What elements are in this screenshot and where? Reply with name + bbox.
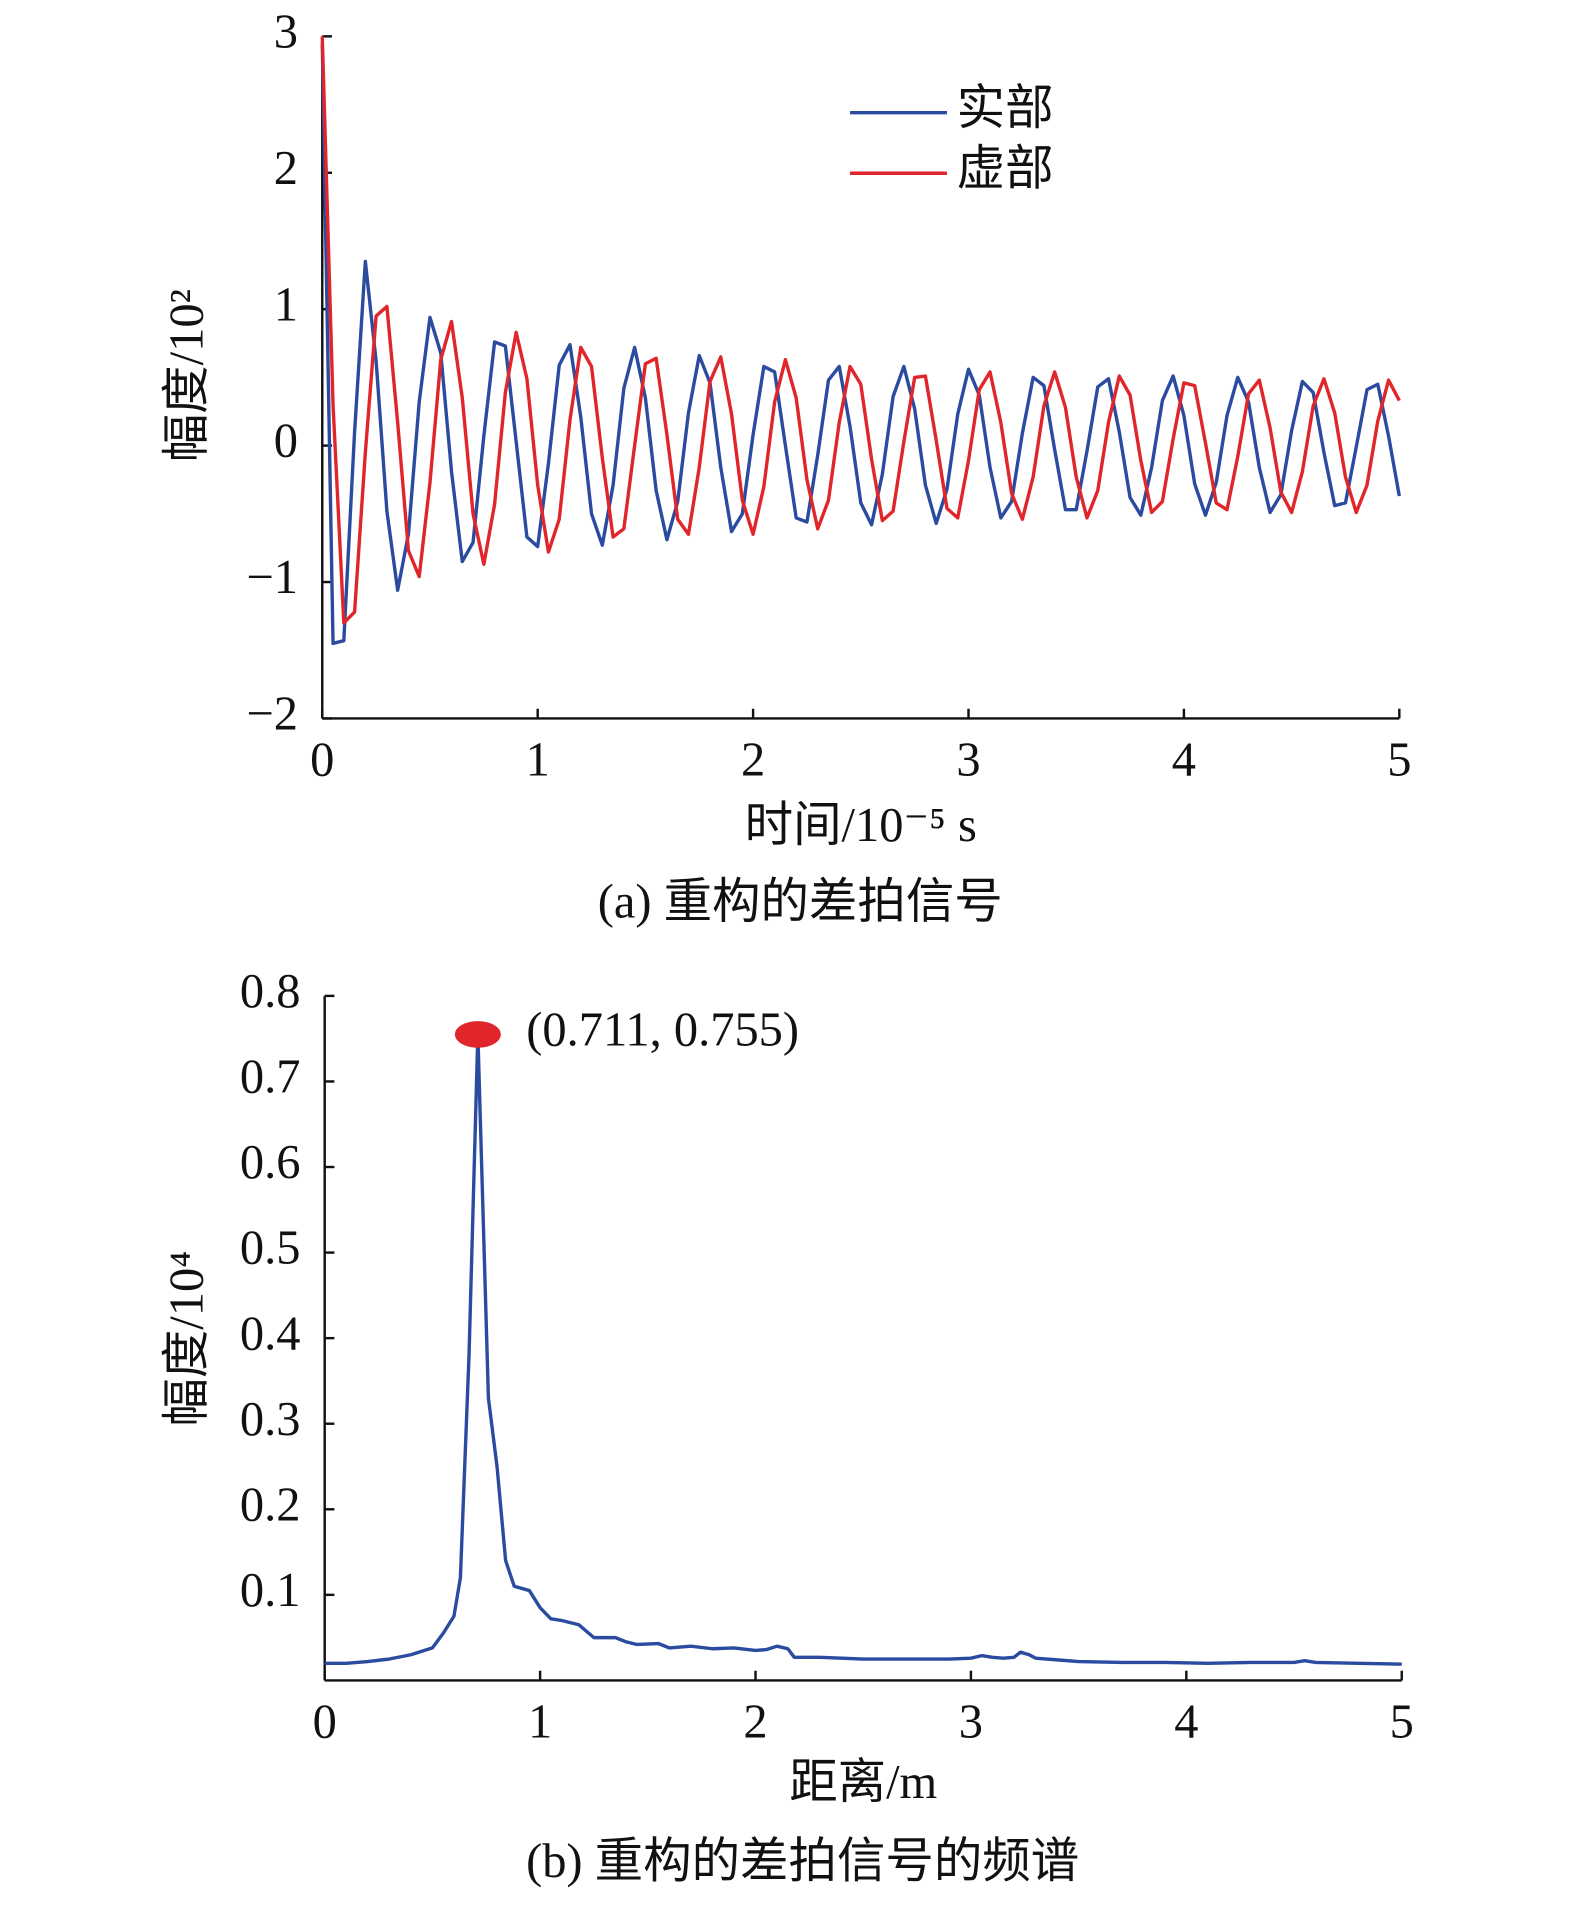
x-tick-label: 2 [743, 1696, 767, 1749]
series-line [320, 43, 1401, 646]
x-tick-label: 1 [526, 734, 550, 787]
x-tick-label: 0 [313, 1696, 337, 1749]
y-tick-label: 0 [274, 415, 298, 468]
x-tick-label: 1 [528, 1696, 552, 1749]
y-tick-label: 3 [274, 5, 298, 58]
series-line [320, 36, 1401, 625]
legend-label: 虚部 [957, 142, 1054, 195]
y-axis-label: 幅度/10⁴ [161, 1251, 214, 1427]
annotation: (0.711, 0.755) [526, 1004, 799, 1057]
peak-marker [454, 1021, 501, 1048]
y-tick-label: 0.4 [240, 1307, 301, 1360]
y-axis-label: 幅度/10² [161, 289, 214, 462]
x-tick-label: 2 [741, 734, 765, 787]
x-tick-label: 5 [1387, 734, 1411, 787]
x-axis-label: 距离/m [789, 1756, 937, 1809]
x-tick-label: 4 [1174, 1696, 1198, 1749]
y-tick-label: 0.8 [240, 965, 301, 1018]
y-tick-label: 0.2 [240, 1478, 301, 1531]
y-tick-label: −2 [246, 688, 298, 741]
x-tick-label: 5 [1390, 1696, 1414, 1749]
chart-panel: −2 −1 0 1 2 3 0 1 2 3 4 5 时间/10⁻⁵ s 幅度/10² (a) 重构的差拍信号… [161, 5, 1412, 928]
x-tick-label: 3 [956, 734, 980, 787]
legend-label: 实部 [957, 82, 1054, 135]
y-tick-label: 0.3 [240, 1393, 301, 1446]
caption: (a) 重构的差拍信号 [598, 875, 1003, 928]
y-tick-label: 0.6 [240, 1136, 301, 1189]
y-tick-label: 0.7 [240, 1051, 301, 1104]
y-tick-label: 1 [274, 278, 298, 331]
y-tick-label: 2 [274, 142, 298, 195]
series-line [324, 1032, 1402, 1666]
caption: (b) 重构的差拍信号的频谱 [526, 1835, 1079, 1888]
x-tick-label: 3 [959, 1696, 983, 1749]
x-tick-label: 0 [310, 734, 334, 787]
x-axis-label: 时间/10⁻⁵ s [745, 799, 977, 852]
y-tick-label: 0.5 [240, 1222, 301, 1275]
x-tick-label: 4 [1172, 734, 1196, 787]
y-tick-label: 0.1 [240, 1564, 301, 1617]
chart-panel: 0.1 0.2 0.3 0.4 0.5 0.6 0.7 0.8 0 1 2 3 4 5 距离/m 幅度/10⁴… [161, 965, 1414, 1888]
y-tick-label: −1 [246, 551, 298, 604]
